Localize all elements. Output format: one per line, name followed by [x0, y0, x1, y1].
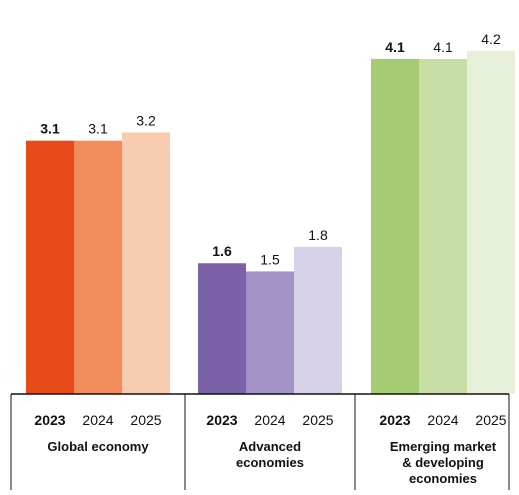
bar-3-2025	[467, 50, 515, 394]
value-label-1-2023: 3.1	[40, 121, 60, 137]
value-label-2-2024: 1.5	[260, 251, 280, 267]
bar-3-2024	[419, 58, 467, 395]
value-label-1-2024: 3.1	[88, 121, 108, 137]
bar-3-2023	[371, 58, 419, 395]
bars-layer	[26, 50, 515, 395]
year-label-1-2025: 2025	[130, 412, 161, 428]
value-labels-layer: 3.1 3.1 3.2 1.6 1.5 1.8 4.1 4.1 4.2	[40, 31, 501, 268]
year-label-3-2023: 2023	[379, 412, 410, 428]
group-name-3-line-2: & developing	[402, 455, 484, 470]
bar-2-2025	[294, 246, 342, 394]
group-name-3-line-3: economies	[409, 471, 477, 486]
bar-1-2023	[26, 140, 74, 394]
bar-2-2023	[198, 263, 246, 394]
value-label-1-2025: 3.2	[136, 112, 156, 128]
bar-1-2025	[122, 132, 170, 394]
year-label-2-2025: 2025	[302, 412, 333, 428]
group-name-2-line-2: economies	[236, 455, 304, 470]
bar-1-2024	[74, 140, 122, 394]
year-label-2-2023: 2023	[206, 412, 237, 428]
year-label-2-2024: 2024	[254, 412, 285, 428]
value-label-3-2025: 4.2	[481, 31, 501, 47]
year-label-1-2024: 2024	[82, 412, 113, 428]
bar-2-2024	[246, 271, 294, 394]
value-label-3-2023: 4.1	[385, 39, 405, 55]
group-name-3-line-1: Emerging market	[390, 439, 497, 454]
year-label-1-2023: 2023	[34, 412, 65, 428]
value-label-3-2024: 4.1	[433, 39, 453, 55]
year-label-3-2024: 2024	[427, 412, 458, 428]
group-name-2-line-1: Advanced	[239, 439, 301, 454]
value-label-2-2023: 1.6	[212, 243, 232, 259]
year-label-3-2025: 2025	[475, 412, 506, 428]
value-label-2-2025: 1.8	[308, 227, 328, 243]
group-name-1-line-1: Global economy	[47, 439, 149, 454]
